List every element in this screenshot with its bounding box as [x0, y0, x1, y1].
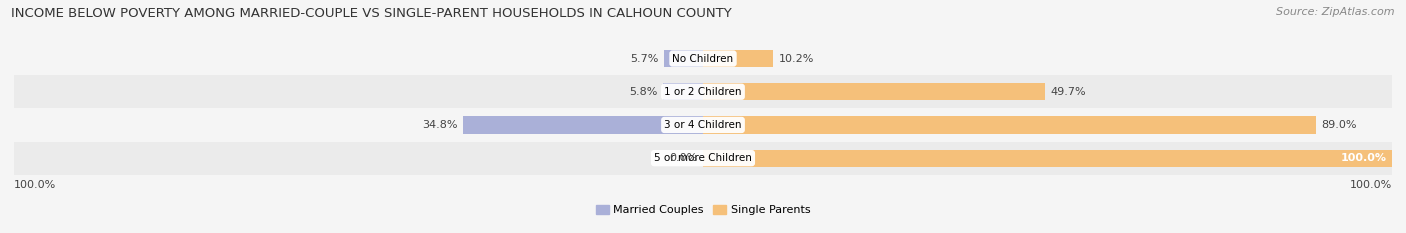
Text: Source: ZipAtlas.com: Source: ZipAtlas.com: [1277, 7, 1395, 17]
Bar: [703, 50, 773, 67]
Bar: [664, 83, 703, 100]
Bar: [463, 116, 703, 134]
Text: 100.0%: 100.0%: [1350, 180, 1392, 190]
Text: 89.0%: 89.0%: [1322, 120, 1357, 130]
Text: 34.8%: 34.8%: [422, 120, 458, 130]
Bar: [664, 50, 703, 67]
Legend: Married Couples, Single Parents: Married Couples, Single Parents: [592, 200, 814, 220]
Text: 100.0%: 100.0%: [1340, 153, 1386, 163]
Text: No Children: No Children: [672, 54, 734, 64]
Text: 1 or 2 Children: 1 or 2 Children: [664, 87, 742, 97]
Text: 49.7%: 49.7%: [1050, 87, 1087, 97]
Text: 5 or more Children: 5 or more Children: [654, 153, 752, 163]
Text: 5.7%: 5.7%: [630, 54, 658, 64]
Text: 5.8%: 5.8%: [628, 87, 658, 97]
Bar: [14, 141, 1392, 175]
Bar: [14, 108, 1392, 141]
Text: INCOME BELOW POVERTY AMONG MARRIED-COUPLE VS SINGLE-PARENT HOUSEHOLDS IN CALHOUN: INCOME BELOW POVERTY AMONG MARRIED-COUPL…: [11, 7, 733, 20]
Bar: [14, 42, 1392, 75]
Text: 10.2%: 10.2%: [779, 54, 814, 64]
Bar: [703, 150, 1392, 167]
Text: 3 or 4 Children: 3 or 4 Children: [664, 120, 742, 130]
Text: 0.0%: 0.0%: [669, 153, 697, 163]
Bar: [14, 75, 1392, 108]
Bar: [703, 83, 1046, 100]
Bar: [703, 116, 1316, 134]
Text: 100.0%: 100.0%: [14, 180, 56, 190]
